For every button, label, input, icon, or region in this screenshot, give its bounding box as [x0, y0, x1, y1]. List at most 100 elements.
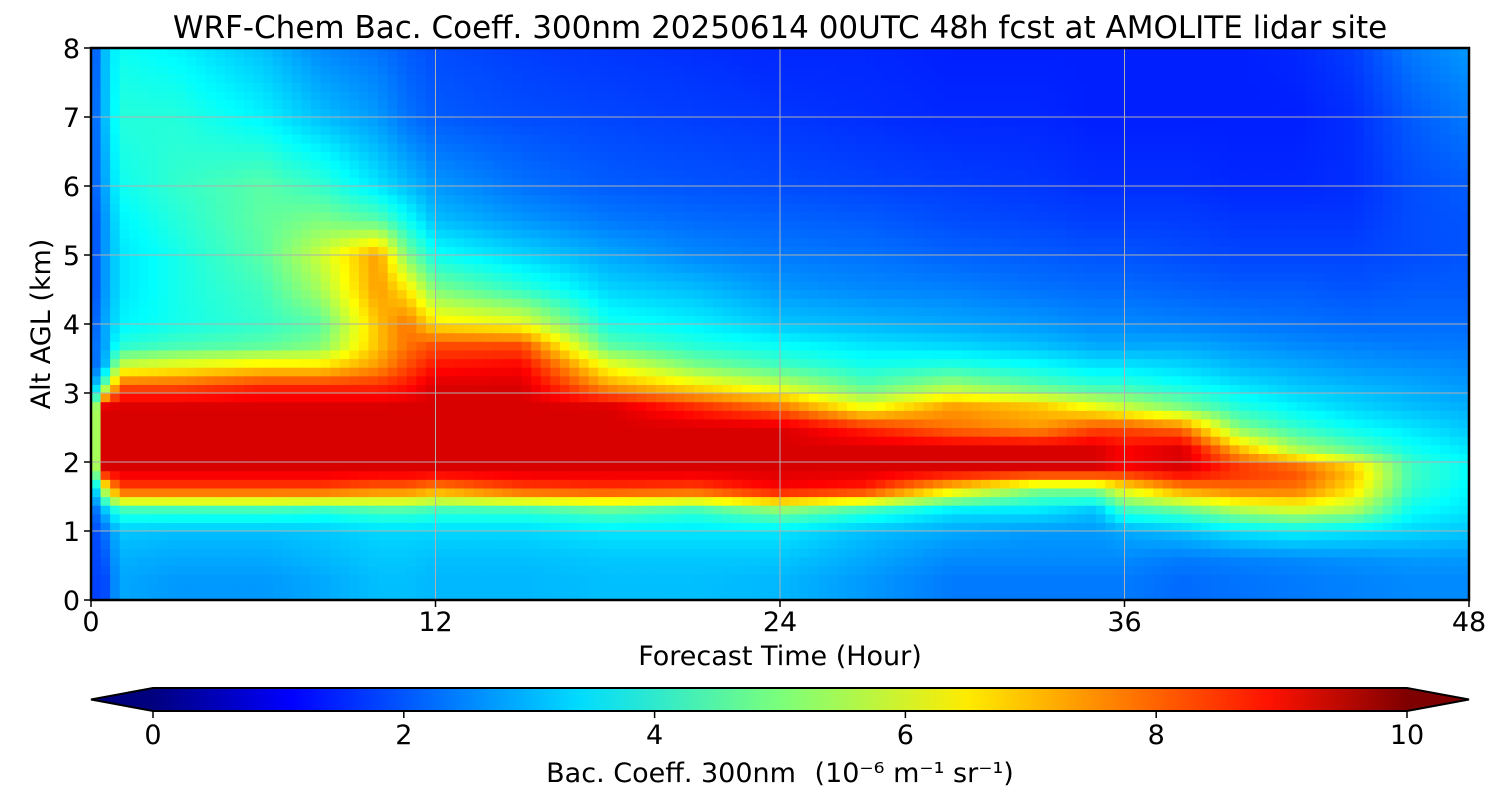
heatmap-cell: [215, 220, 226, 230]
heatmap-cell: [607, 418, 618, 429]
heatmap-cell: [330, 462, 341, 472]
heatmap-cell: [483, 591, 494, 600]
heatmap-cell: [425, 186, 437, 196]
heatmap-cell: [339, 410, 350, 420]
heatmap-cell: [464, 539, 475, 549]
heatmap-cell: [301, 298, 312, 308]
heatmap-cell: [492, 479, 504, 489]
heatmap-cell: [196, 591, 207, 600]
heatmap-cell: [358, 418, 370, 429]
heatmap-cell: [397, 393, 408, 403]
heatmap-cell: [559, 479, 571, 489]
heatmap-cell: [186, 289, 197, 299]
heatmap-cell: [588, 186, 599, 196]
heatmap-cell: [722, 582, 733, 592]
heatmap-cell: [473, 220, 484, 230]
heatmap-cell: [579, 324, 590, 334]
heatmap-cell: [808, 220, 819, 230]
heatmap-cell: [148, 410, 159, 420]
heatmap-cell: [244, 134, 255, 144]
heatmap-cell: [464, 444, 475, 454]
heatmap-cell: [559, 548, 571, 558]
heatmap-cell: [512, 436, 523, 446]
heatmap-cell: [215, 401, 226, 411]
heatmap-cell: [827, 160, 839, 170]
heatmap-cell: [435, 73, 446, 84]
heatmap-cell: [91, 539, 102, 549]
heatmap-cell: [655, 315, 666, 325]
heatmap-cell: [320, 505, 331, 515]
heatmap-cell: [483, 418, 494, 429]
heatmap-cell: [129, 367, 140, 377]
heatmap-cell: [827, 556, 839, 567]
heatmap-cell: [789, 56, 800, 66]
heatmap-cell: [148, 211, 159, 222]
heatmap-cell: [244, 556, 255, 567]
heatmap-cell: [540, 513, 551, 523]
heatmap-cell: [330, 513, 341, 523]
heatmap-cell: [358, 332, 370, 342]
heatmap-cell: [138, 427, 150, 437]
heatmap-cell: [148, 272, 159, 282]
heatmap-cell: [483, 513, 494, 523]
heatmap-cell: [770, 220, 781, 230]
heatmap-cell: [397, 255, 408, 265]
heatmap-cell: [770, 582, 781, 592]
heatmap-cell: [684, 229, 695, 239]
heatmap-cell: [215, 56, 226, 66]
heatmap-cell: [368, 496, 379, 506]
heatmap-cell: [617, 73, 628, 84]
heatmap-cell: [368, 470, 379, 480]
heatmap-cell: [119, 306, 130, 316]
heatmap-cell: [91, 574, 102, 584]
heatmap-cell: [646, 324, 657, 334]
heatmap-cell: [626, 453, 638, 463]
heatmap-cell: [827, 263, 839, 273]
heatmap-cell: [397, 582, 408, 592]
heatmap-cell: [301, 393, 312, 403]
heatmap-cell: [588, 229, 599, 239]
heatmap-cell: [282, 263, 293, 273]
heatmap-cell: [205, 298, 216, 308]
heatmap-cell: [157, 470, 169, 480]
heatmap-cell: [693, 168, 705, 178]
heatmap-cell: [617, 539, 628, 549]
heatmap-cell: [186, 565, 197, 575]
heatmap-cell: [244, 168, 255, 178]
heatmap-cell: [693, 272, 705, 282]
heatmap-cell: [655, 263, 666, 273]
heatmap-cell: [253, 479, 264, 489]
heatmap-cell: [626, 255, 638, 265]
heatmap-cell: [646, 427, 657, 437]
heatmap-cell: [397, 125, 408, 135]
heatmap-cell: [349, 117, 360, 127]
heatmap-cell: [693, 591, 705, 600]
heatmap-cell: [483, 505, 494, 515]
heatmap-cell: [205, 375, 216, 385]
heatmap-cell: [636, 237, 647, 247]
heatmap-cell: [148, 134, 159, 144]
heatmap-cell: [540, 82, 551, 92]
heatmap-cell: [827, 255, 839, 265]
heatmap-cell: [196, 418, 207, 429]
heatmap-cell: [789, 349, 800, 360]
heatmap-cell: [349, 306, 360, 316]
heatmap-cell: [588, 237, 599, 247]
heatmap-cell: [387, 168, 398, 178]
heatmap-cell: [646, 565, 657, 575]
heatmap-cell: [626, 298, 638, 308]
heatmap-cell: [119, 479, 130, 489]
heatmap-cell: [521, 393, 532, 403]
heatmap-cell: [358, 496, 370, 506]
heatmap-cell: [693, 349, 705, 360]
heatmap-cell: [311, 48, 322, 58]
heatmap-cell: [454, 556, 465, 567]
heatmap-cell: [205, 99, 216, 109]
heatmap-cell: [770, 151, 781, 161]
heatmap-cell: [368, 220, 379, 230]
heatmap-cell: [205, 160, 216, 170]
heatmap-cell: [224, 358, 236, 368]
heatmap-cell: [827, 539, 839, 549]
heatmap-cell: [722, 375, 733, 385]
heatmap-cell: [253, 367, 264, 377]
